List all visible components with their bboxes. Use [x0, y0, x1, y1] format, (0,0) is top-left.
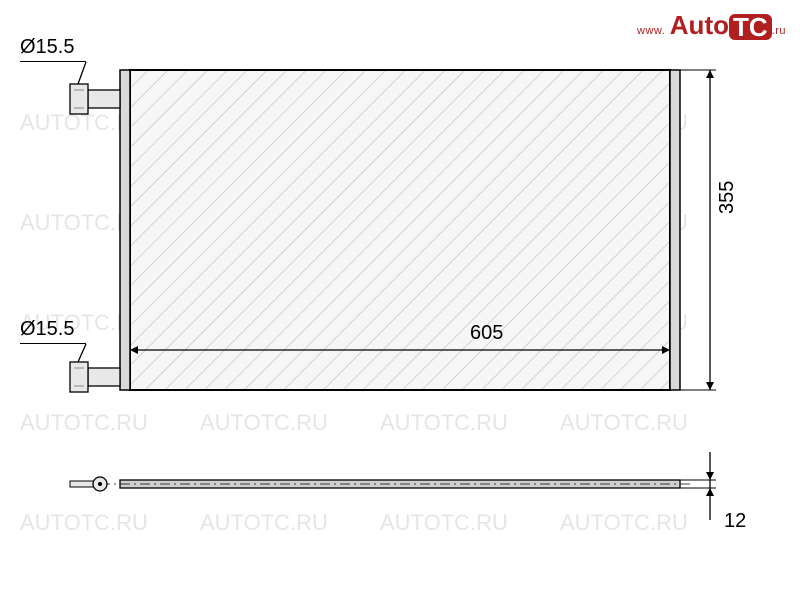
leader-line — [78, 344, 86, 362]
side-rail-right — [670, 70, 680, 390]
diameter-label-bottom: Ø15.5 — [20, 318, 86, 344]
dim-thickness-label: 12 — [724, 510, 746, 533]
technical-drawing — [0, 0, 800, 600]
port-tube — [88, 90, 120, 108]
diameter-label-top: Ø15.5 — [20, 36, 86, 62]
dim-height-label: 355 — [716, 181, 739, 214]
port-tube — [88, 368, 120, 386]
side-rail-left — [120, 70, 130, 390]
port-flange — [70, 84, 88, 114]
condenser-core — [130, 70, 670, 390]
diagram-canvas: { "watermark": { "text": "AUTOTC.RU", "c… — [0, 0, 800, 600]
port-flange — [70, 362, 88, 392]
leader-line — [78, 62, 86, 84]
dim-width-label: 605 — [470, 322, 503, 345]
